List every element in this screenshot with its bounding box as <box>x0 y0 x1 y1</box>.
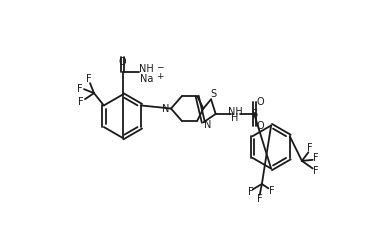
Text: O: O <box>119 56 126 66</box>
Text: N: N <box>204 120 211 130</box>
Text: F: F <box>313 153 319 163</box>
Text: S: S <box>251 109 257 119</box>
Text: F: F <box>77 84 83 94</box>
Text: NH: NH <box>228 106 242 117</box>
Text: F: F <box>86 74 91 84</box>
Text: +: + <box>156 72 163 81</box>
Text: F: F <box>313 166 319 176</box>
Text: F: F <box>257 194 262 204</box>
Text: O: O <box>256 121 264 131</box>
Text: F: F <box>307 144 313 154</box>
Text: F: F <box>248 188 253 198</box>
Text: NH: NH <box>139 64 154 74</box>
Text: −: − <box>156 62 163 72</box>
Text: F: F <box>268 186 274 196</box>
Text: F: F <box>78 97 84 107</box>
Text: H: H <box>231 113 238 123</box>
Text: S: S <box>210 89 216 99</box>
Text: Na: Na <box>140 74 153 84</box>
Text: O: O <box>256 96 264 106</box>
Text: N: N <box>162 104 169 114</box>
